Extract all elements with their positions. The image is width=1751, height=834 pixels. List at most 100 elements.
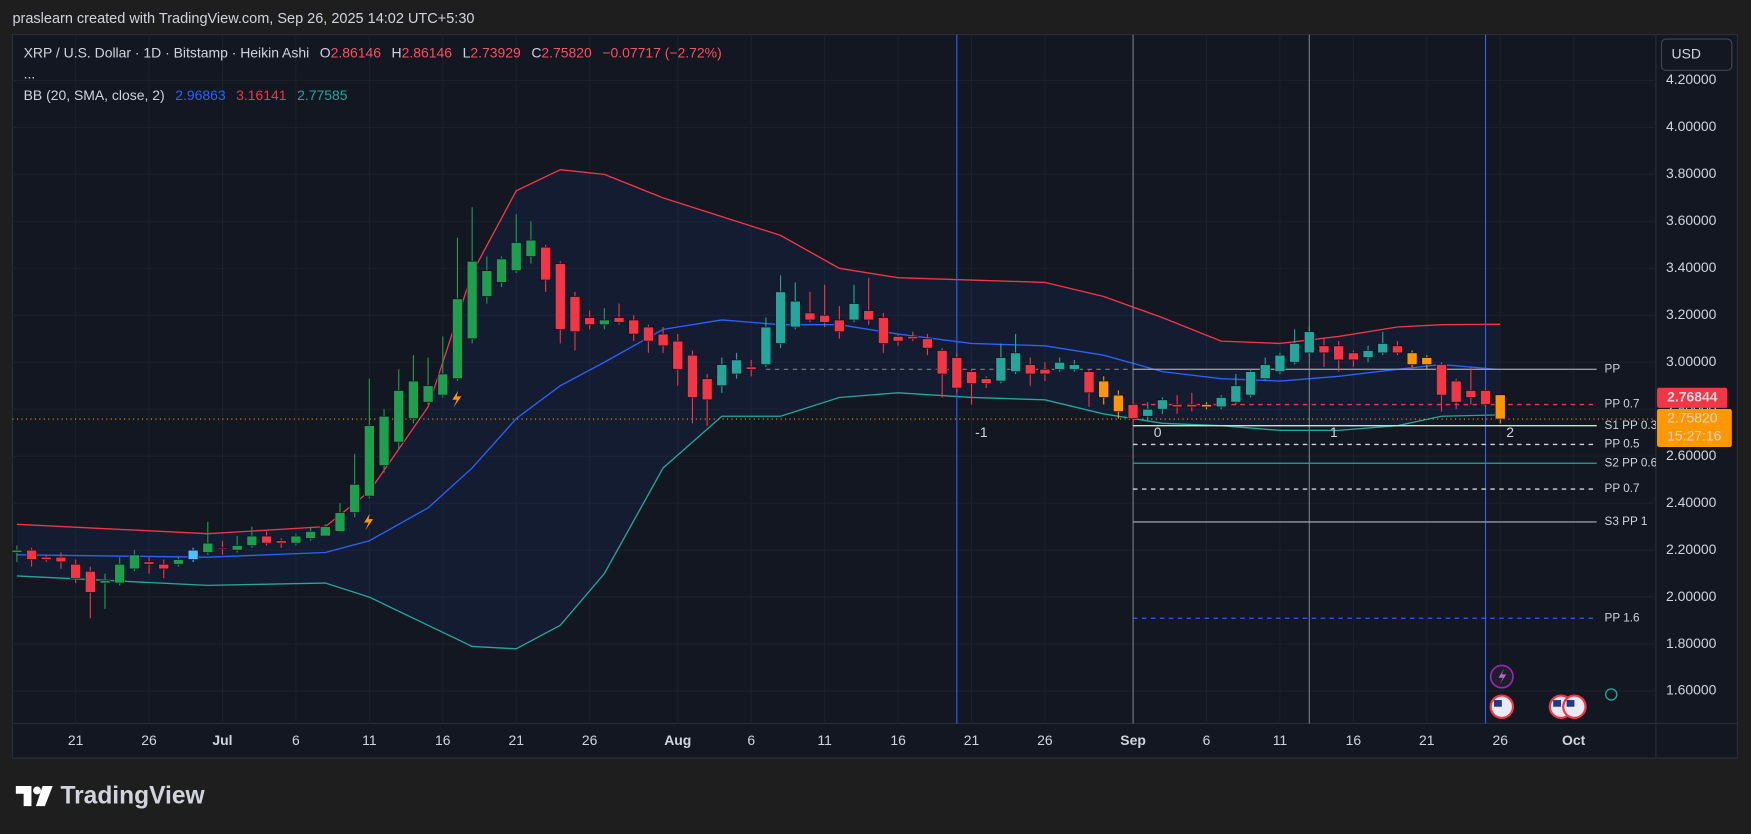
- brand-logo: TradingView: [15, 783, 206, 810]
- candle-body: [1083, 371, 1095, 394]
- candle-body: [716, 364, 728, 387]
- pivot-label: S3 PP 1: [1605, 515, 1648, 528]
- candle-body: [1465, 390, 1477, 398]
- candle-body: [1480, 390, 1491, 405]
- candle-body: [863, 310, 875, 321]
- candle-body: [1054, 361, 1065, 370]
- candle-body: [775, 291, 786, 344]
- x-tick-label: 16: [890, 732, 906, 748]
- candle-body: [731, 359, 742, 375]
- candle-body: [1010, 352, 1021, 372]
- candle-body: [1274, 354, 1286, 372]
- candle-body: [878, 317, 889, 344]
- candle-body: [231, 545, 243, 551]
- price-box-label: 2.76844: [1667, 389, 1718, 405]
- candle-body: [1333, 345, 1345, 361]
- band-lower: [16, 392, 1501, 650]
- candle-body: [951, 357, 963, 389]
- high-prefix: H: [392, 44, 402, 60]
- pivot-label: S2 PP 0.6: [1605, 456, 1658, 469]
- low-prefix: L: [463, 44, 471, 60]
- candle-body: [143, 561, 155, 565]
- x-tick-label: 26: [141, 732, 157, 748]
- candle-body: [496, 258, 507, 283]
- candle-body: [1230, 385, 1242, 403]
- x-tick-label: Aug: [664, 732, 691, 748]
- countdown: 15:27:16: [1667, 428, 1722, 444]
- candle-body: [1068, 364, 1080, 370]
- candle-body: [378, 415, 390, 466]
- candle-body: [408, 380, 419, 419]
- candle-body: [363, 425, 375, 497]
- candle-body: [173, 559, 184, 565]
- candle-body: [1142, 408, 1154, 417]
- candle-body: [1303, 331, 1315, 354]
- change: −0.07717 (−2.72%): [602, 44, 721, 60]
- candle-body: [1392, 345, 1403, 354]
- y-tick-label: 2.40000: [1666, 494, 1717, 510]
- candle-body: [936, 350, 948, 375]
- pivot-label: PP 1.6: [1605, 611, 1640, 624]
- candle-body: [40, 556, 52, 560]
- candle-body: [1098, 380, 1110, 398]
- cycle-label: -1: [975, 424, 988, 440]
- band-middle: [16, 319, 1501, 558]
- candle-body: [892, 336, 904, 342]
- x-tick-label: 6: [1203, 732, 1211, 748]
- event-glyph: [1498, 668, 1507, 685]
- currency-button[interactable]: [1660, 38, 1733, 71]
- candle-body: [819, 314, 831, 323]
- band-upper: [16, 168, 1501, 535]
- candle-body: [393, 390, 405, 443]
- y-tick-label: 2.60000: [1666, 447, 1717, 463]
- candle-body: [319, 526, 331, 537]
- candle-body: [760, 326, 772, 365]
- candle-body: [305, 531, 316, 539]
- candle-body: [217, 547, 228, 550]
- candle-body: [158, 563, 170, 570]
- candle-body: [55, 556, 67, 563]
- bb-legend: BB (20, SMA, close, 2) 2.96863 3.16141 2…: [24, 87, 348, 103]
- axes: 4.20000 4.00000 3.80000 3.60000 3.40000 3.200…: [68, 71, 1732, 748]
- pivot-label: PP 0.7: [1605, 482, 1640, 495]
- y-tick-label: 3.20000: [1666, 306, 1717, 322]
- x-tick-label: 6: [747, 732, 755, 748]
- x-tick-label: 26: [1037, 732, 1053, 748]
- signal-icon: [364, 513, 374, 531]
- event-icon[interactable]: [1604, 688, 1618, 701]
- candle-body: [1348, 352, 1359, 361]
- candle-body: [246, 535, 258, 546]
- candle-body: [1024, 364, 1036, 375]
- candle-body: [657, 333, 669, 347]
- candle-body: [1289, 343, 1300, 363]
- candle-body: [1421, 357, 1433, 365]
- candle-body: [745, 366, 757, 370]
- y-tick-label: 3.00000: [1666, 353, 1717, 369]
- candle-body: [701, 378, 713, 401]
- candle-body: [995, 357, 1007, 382]
- flag-canton: [1494, 700, 1502, 707]
- candle-body: [114, 563, 126, 584]
- x-tick-label: 11: [362, 732, 377, 748]
- candle-body: [1450, 380, 1462, 403]
- candle-body: [349, 484, 361, 513]
- y-tick-label: 3.80000: [1666, 165, 1717, 181]
- candle-body: [1186, 404, 1198, 408]
- candle-body: [804, 312, 816, 321]
- band-fill: [16, 169, 1501, 649]
- candle-body: [437, 373, 449, 396]
- price-box: [1657, 387, 1728, 408]
- legend-line: XRP / U.S. Dollar · 1D · Bitstamp · Heik…: [24, 44, 722, 60]
- legend-more[interactable]: ...: [24, 65, 36, 81]
- symbol: XRP / U.S. Dollar · 1D · Bitstamp · Heik…: [24, 44, 310, 60]
- signal-icon: [452, 390, 462, 408]
- candle-body: [1318, 345, 1330, 354]
- candle-body: [129, 554, 140, 570]
- candle-body: [584, 317, 596, 326]
- candle-body: [84, 570, 96, 593]
- candle-body: [1113, 394, 1124, 412]
- candle-body: [26, 549, 37, 560]
- logo-mark: [35, 785, 53, 807]
- open-prefix: O: [320, 44, 331, 60]
- pivot-label: S1 PP 0.38: [1605, 419, 1665, 432]
